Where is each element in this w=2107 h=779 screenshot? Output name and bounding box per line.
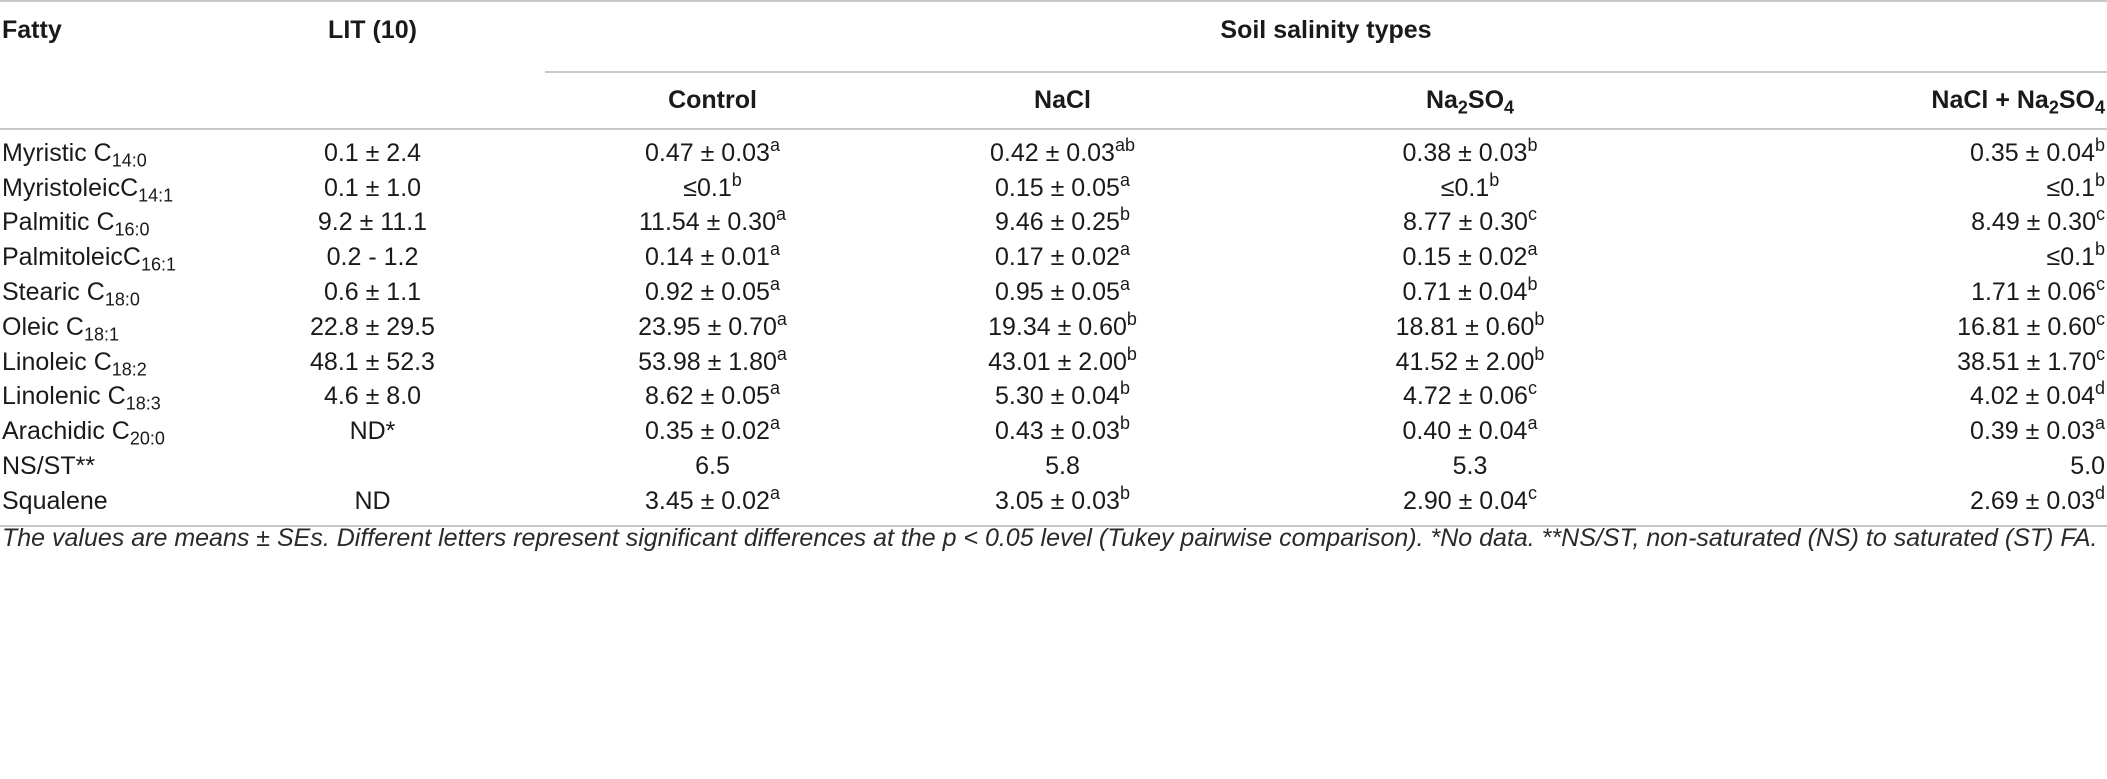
row-value-cell: 0.40 ± 0.04a [1402, 413, 1538, 446]
row-lit-value: 0.6 ± 1.1 [323, 278, 422, 307]
table-row: Linoleic C18:2 48.1 ± 52.3 53.98 ± 1.80a 43… [0, 345, 2107, 380]
header-fatty: Fatty [2, 16, 62, 44]
table-row: NS/ST** 6.5 5.8 5.3 5.0 [0, 449, 2107, 484]
table-row: PalmitoleicC16:1 0.2 - 1.2 0.14 ± 0.01a 0.1… [0, 240, 2107, 275]
row-value-cell: 53.98 ± 1.80a [638, 343, 787, 376]
row-value-cell: 8.77 ± 0.30c [1403, 204, 1537, 237]
row-value-cell: 0.38 ± 0.03b [1402, 135, 1538, 167]
row-fatty-acid-name: MyristoleicC14:1 [2, 173, 174, 206]
row-lit-value: 4.6 ± 8.0 [323, 382, 422, 411]
row-fatty-acid-name: Oleic C18:1 [2, 312, 120, 345]
table-row: Linolenic C18:3 4.6 ± 8.0 8.62 ± 0.05a 5.30… [0, 380, 2107, 415]
row-value-cell: 19.34 ± 0.60b [988, 308, 1137, 341]
table-row: Squalene ND 3.45 ± 0.02a 3.05 ± 0.03b 2.90 ±… [0, 484, 2107, 526]
row-fatty-acid-name: Arachidic C20:0 [2, 417, 165, 449]
header-empty-1 [0, 72, 200, 129]
row-lit-value [200, 449, 545, 484]
row-fatty-acid-name: Myristic C14:0 [2, 138, 147, 171]
row-value-cell: 8.49 ± 0.30c [1971, 204, 2105, 237]
row-value-cell: 5.8 [1045, 452, 1080, 481]
row-value-cell: 0.42 ± 0.03ab [990, 135, 1135, 167]
row-value-cell: 11.54 ± 0.30a [639, 204, 786, 237]
row-value-cell: 1.71 ± 0.06c [1971, 274, 2105, 307]
row-value-cell: 0.15 ± 0.02a [1402, 239, 1538, 272]
group-label: Soil salinity types [1220, 16, 1432, 44]
row-value-cell: 0.17 ± 0.02a [995, 239, 1130, 272]
row-value-cell: ≤0.1b [683, 169, 742, 202]
header-lit: LIT (10) [328, 16, 417, 44]
row-value-cell: ≤0.1b [2046, 239, 2106, 272]
header-nacl: NaCl [1034, 85, 1091, 114]
row-value-cell: 0.47 ± 0.03a [645, 135, 780, 167]
row-value-cell: 3.45 ± 0.02a [645, 482, 780, 515]
row-fatty-acid-name: Linoleic C18:2 [2, 347, 147, 380]
row-value-cell: 18.81 ± 0.60b [1395, 308, 1545, 341]
row-value-cell: 0.14 ± 0.01a [645, 239, 780, 272]
table-footnote: The values are means ± SEs. Different le… [2, 524, 2098, 552]
row-value-cell: 0.95 ± 0.05a [995, 274, 1130, 307]
header-nacl-na2so4: NaCl + Na2SO4 [1931, 85, 2105, 117]
row-lit-value: ND* [349, 417, 396, 446]
table-row: Arachidic C20:0 ND* 0.35 ± 0.02a 0.43 ± 0.0… [0, 414, 2107, 449]
row-lit-value: 48.1 ± 52.3 [310, 347, 435, 376]
row-value-cell: 3.05 ± 0.03b [995, 482, 1130, 515]
table-row: Myristic C14:0 0.1 ± 2.4 0.47 ± 0.03a 0.42 … [0, 129, 2107, 171]
row-value-cell: 0.71 ± 0.04b [1402, 274, 1538, 307]
row-value-cell: ≤0.1b [2046, 169, 2106, 202]
header-soil-salinity-types: Soil salinity types [545, 1, 2107, 73]
row-fatty-acid-name: NS/ST** [2, 452, 96, 481]
row-value-cell: 23.95 ± 0.70a [638, 308, 787, 341]
group-divider [545, 71, 2107, 73]
row-value-cell: 38.51 ± 1.70c [1957, 343, 2105, 376]
header-control: Control [668, 85, 757, 114]
row-value-cell: 5.3 [1452, 452, 1488, 481]
header-empty-2 [200, 72, 545, 129]
fatty-acid-table: Fatty LIT (10) Soil salinity types Contr… [0, 1, 2107, 526]
row-value-cell: 2.69 ± 0.03d [1970, 482, 2105, 515]
row-fatty-acid-name: Stearic C18:0 [2, 278, 140, 310]
row-value-cell: 43.01 ± 2.00b [988, 343, 1137, 376]
table-row: Stearic C18:0 0.6 ± 1.1 0.92 ± 0.05a 0.95 ±… [0, 275, 2107, 310]
row-value-cell: 0.35 ± 0.02a [645, 413, 780, 446]
row-value-cell: 9.46 ± 0.25b [995, 204, 1130, 237]
row-lit-value: 9.2 ± 11.1 [317, 208, 428, 237]
row-value-cell: 0.35 ± 0.04b [1970, 135, 2105, 167]
row-lit-value: 22.8 ± 29.5 [310, 312, 435, 341]
row-value-cell: ≤0.1b [1440, 169, 1500, 202]
row-value-cell: 0.43 ± 0.03b [995, 413, 1130, 446]
row-value-cell: 4.02 ± 0.04d [1970, 378, 2105, 411]
row-fatty-acid-name: PalmitoleicC16:1 [2, 243, 176, 275]
row-lit-value: 0.1 ± 2.4 [323, 138, 422, 167]
row-lit-value: 0.2 - 1.2 [326, 243, 419, 272]
row-value-cell: 2.90 ± 0.04c [1403, 482, 1537, 515]
table-row: Palmitic C16:0 9.2 ± 11.1 11.54 ± 0.30a 9.4… [0, 206, 2107, 241]
row-value-cell: 4.72 ± 0.06c [1403, 378, 1537, 411]
table-body: Myristic C14:0 0.1 ± 2.4 0.47 ± 0.03a 0.42 … [0, 129, 2107, 526]
row-value-cell: 8.62 ± 0.05a [645, 378, 780, 411]
row-value-cell: 0.92 ± 0.05a [645, 274, 780, 307]
row-fatty-acid-name: Linolenic C18:3 [2, 382, 161, 414]
table-row: MyristoleicC14:1 0.1 ± 1.0 ≤0.1b 0.15 ± 0.0… [0, 171, 2107, 206]
row-fatty-acid-name: Squalene [2, 486, 108, 515]
row-value-cell: 41.52 ± 2.00b [1395, 343, 1545, 376]
table-row: Oleic C18:1 22.8 ± 29.5 23.95 ± 0.70a 19.34… [0, 310, 2107, 345]
row-lit-value: 0.1 ± 1.0 [323, 173, 422, 202]
row-value-cell: 0.15 ± 0.05a [995, 169, 1130, 202]
row-value-cell: 0.39 ± 0.03a [1970, 413, 2105, 446]
row-value-cell: 5.30 ± 0.04b [995, 378, 1130, 411]
table-header: Fatty LIT (10) Soil salinity types Contr… [0, 1, 2107, 129]
row-value-cell: 5.0 [2070, 452, 2105, 481]
row-fatty-acid-name: Palmitic C16:0 [2, 208, 150, 240]
row-lit-value: ND [354, 486, 391, 515]
header-na2so4: Na2SO4 [1425, 85, 1515, 117]
row-value-cell: 6.5 [695, 452, 730, 481]
row-value-cell: 16.81 ± 0.60c [1957, 308, 2105, 341]
